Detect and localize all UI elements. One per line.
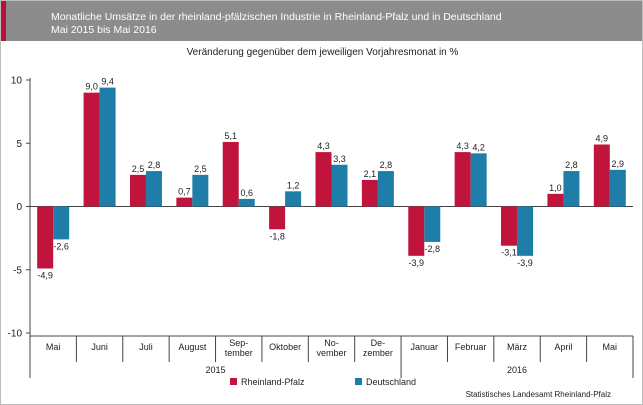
data-label: 4,3 [317,141,330,151]
bar-rheinland-pfalz [361,179,378,207]
y-tick-label: -5 [13,265,22,276]
x-tick-label: De- [371,338,386,348]
bar-deutschland [145,171,162,207]
bar-deutschland [563,171,580,207]
x-tick-label: Juni [91,342,108,352]
data-label: 0,7 [178,187,191,197]
x-tick-label: Mai [603,342,618,352]
data-label: -3,9 [517,258,533,268]
x-tick-label: Januar [411,342,439,352]
data-label: -1,8 [269,231,285,241]
x-tick-label: Mai [46,342,61,352]
data-label: -3,1 [501,248,517,258]
bar-deutschland [53,206,70,240]
bar-rheinland-pfalz [593,144,610,207]
x-tick-label: tember [225,348,253,358]
legend-swatch [355,378,362,385]
data-label: -3,9 [409,258,425,268]
y-tick-label: -10 [8,329,23,340]
x-tick-label: März [507,342,527,352]
data-label: 4,2 [472,142,485,152]
x-tick-label: Februar [455,342,487,352]
chart-title: Monatliche Umsätze in der rheinland-pfäl… [51,11,502,23]
data-label: -2,6 [53,241,69,251]
bar-deutschland [238,198,255,207]
bar-rheinland-pfalz [37,206,54,269]
chart-subtitle: Veränderung gegenüber dem jeweiligen Vor… [186,47,459,58]
x-tick-label: Juli [139,342,153,352]
data-label: 4,3 [456,141,469,151]
data-label: 4,9 [596,134,609,144]
y-tick-label: 0 [16,202,22,213]
x-tick-label: No- [324,338,339,348]
bar-rheinland-pfalz [129,174,146,207]
data-label: 9,4 [101,77,114,87]
data-label: -4,9 [37,270,53,280]
bar-rheinland-pfalz [408,206,425,256]
bar-deutschland [424,206,441,242]
data-label: 3,3 [333,154,346,164]
header-accent-bar [1,1,6,41]
bar-rheinland-pfalz [501,206,518,246]
chart-header: Monatliche Umsätze in der rheinland-pfäl… [1,1,642,41]
bar-rheinland-pfalz [83,92,100,207]
data-label: 2,8 [380,160,393,170]
bar-deutschland [192,174,209,207]
y-tick-label: 5 [16,139,22,150]
year-label: 2015 [206,365,226,375]
bar-deutschland [517,206,534,256]
legend-label: Rheinland-Pfalz [241,377,305,387]
data-label: 2,9 [612,159,625,169]
source-note: Statistisches Landesamt Rheinland-Pfalz [465,390,611,399]
data-label: 2,5 [132,164,145,174]
data-label: 2,8 [148,160,161,170]
bar-deutschland [99,87,116,207]
data-label: 1,0 [549,183,562,193]
bar-rheinland-pfalz [547,193,564,207]
legend-label: Deutschland [366,377,416,387]
x-tick-label: Sep- [229,338,248,348]
x-tick-label: August [178,342,207,352]
bar-deutschland [609,169,626,207]
data-label: 2,8 [565,160,578,170]
data-label: 9,0 [85,82,98,92]
chart-period: Mai 2015 bis Mai 2016 [51,24,157,36]
bar-deutschland [377,171,394,207]
data-label: 2,5 [194,164,207,174]
bar-rheinland-pfalz [176,197,193,207]
data-label: 5,1 [224,131,237,141]
x-tick-label: Oktober [269,342,301,352]
bar-rheinland-pfalz [454,152,471,207]
bar-deutschland [470,153,487,207]
y-tick-label: 10 [11,76,23,87]
x-tick-label: vember [316,348,346,358]
bar-deutschland [285,191,302,207]
x-tick-label: April [554,342,572,352]
data-label: 2,1 [364,169,377,179]
data-label: -2,8 [425,244,441,254]
bar-deutschland [331,164,348,207]
bar-rheinland-pfalz [222,141,239,207]
data-label: 0,6 [240,188,253,198]
data-label: 1,2 [287,180,300,190]
legend-swatch [230,378,237,385]
year-label: 2016 [507,365,527,375]
bar-rheinland-pfalz [269,206,286,230]
x-tick-label: zember [363,348,393,358]
bar-rheinland-pfalz [315,152,332,207]
